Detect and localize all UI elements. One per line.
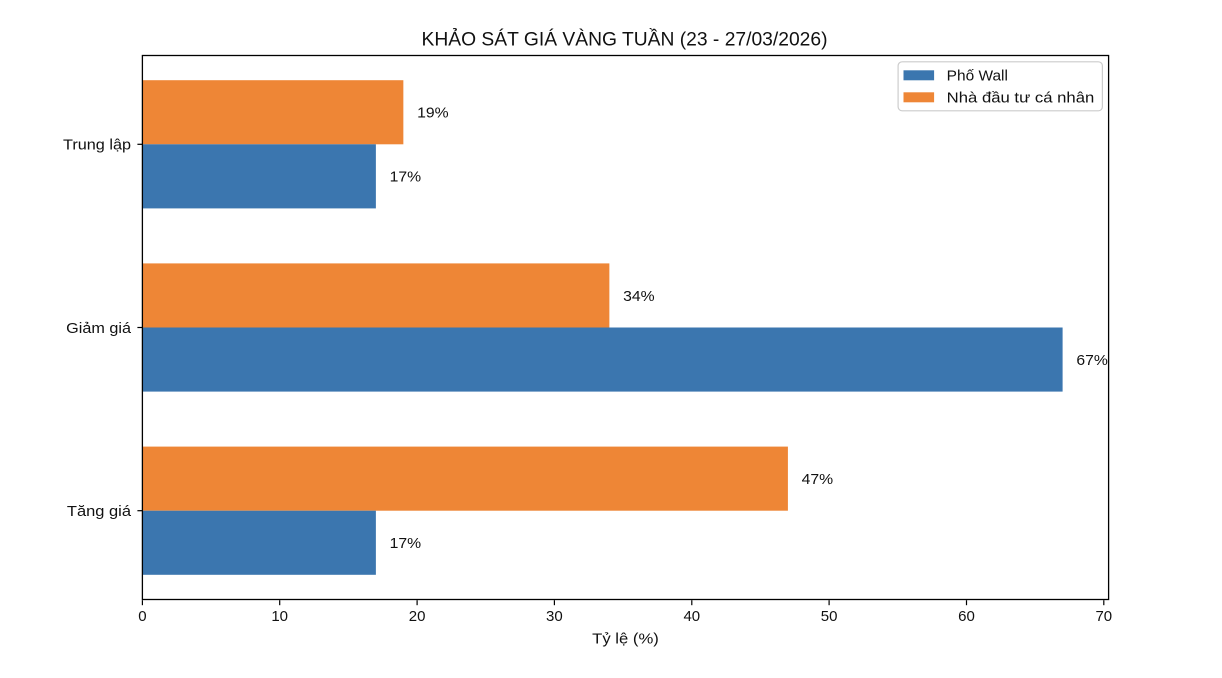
svg-text:0: 0 bbox=[138, 608, 146, 625]
svg-text:40: 40 bbox=[683, 608, 700, 625]
svg-text:19%: 19% bbox=[417, 105, 449, 122]
svg-text:Tỷ lệ (%): Tỷ lệ (%) bbox=[592, 631, 659, 648]
svg-text:67%: 67% bbox=[1076, 352, 1108, 369]
svg-text:34%: 34% bbox=[623, 288, 655, 305]
svg-text:17%: 17% bbox=[390, 169, 422, 186]
svg-text:KHẢO SÁT GIÁ VÀNG TUẦN (23 - 2: KHẢO SÁT GIÁ VÀNG TUẦN (23 - 27/03/2026) bbox=[422, 28, 828, 51]
svg-text:10: 10 bbox=[271, 608, 288, 625]
svg-text:Trung lập: Trung lập bbox=[63, 137, 131, 154]
svg-text:Phố Wall: Phố Wall bbox=[947, 68, 1008, 85]
svg-text:Tăng giá: Tăng giá bbox=[67, 503, 132, 520]
svg-text:Giảm giá: Giảm giá bbox=[66, 320, 131, 337]
svg-text:47%: 47% bbox=[802, 471, 834, 488]
svg-text:30: 30 bbox=[546, 608, 563, 625]
svg-text:70: 70 bbox=[1095, 608, 1112, 625]
svg-text:20: 20 bbox=[409, 608, 426, 625]
svg-text:50: 50 bbox=[821, 608, 838, 625]
svg-text:Nhà đầu tư cá nhân: Nhà đầu tư cá nhân bbox=[947, 90, 1095, 107]
svg-text:17%: 17% bbox=[390, 535, 422, 552]
svg-text:60: 60 bbox=[958, 608, 975, 625]
